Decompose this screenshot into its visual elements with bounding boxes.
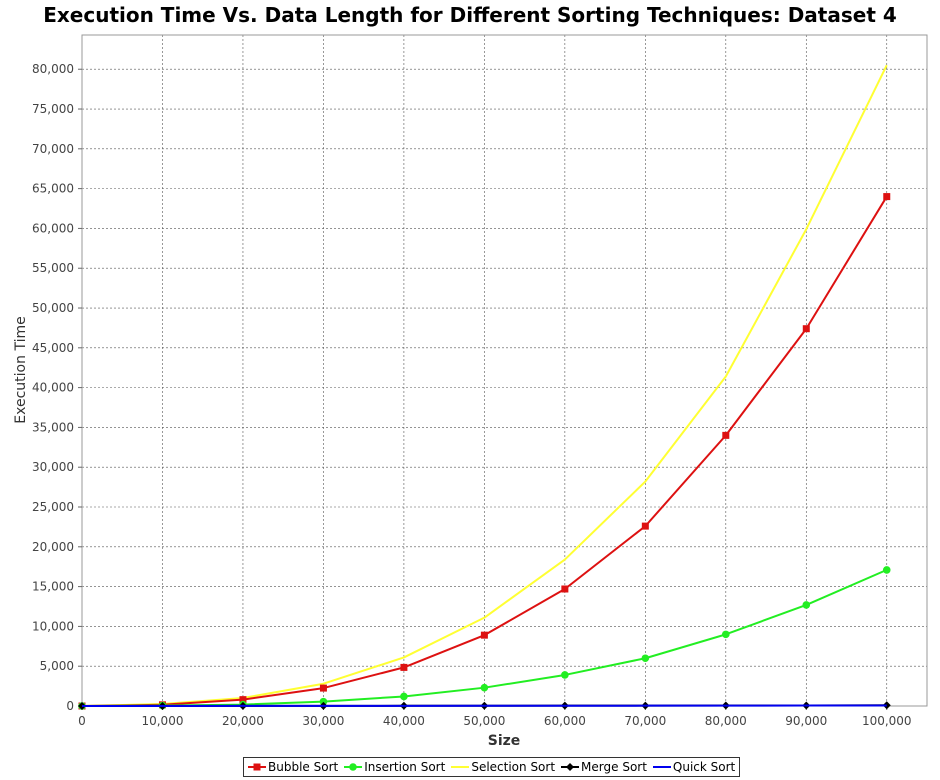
y-tick-label: 70,000 [32,142,74,156]
legend-swatch-merge-sort [561,763,580,771]
y-tick-label: 10,000 [32,619,74,633]
x-axis-title: Size [488,733,521,749]
series-layer [78,64,891,710]
legend-swatch-quick-sort [652,766,671,768]
x-tick-label: 0 [78,714,86,728]
y-tick-label: 15,000 [32,580,74,594]
data-point-insertion-sort [480,683,489,692]
y-tick-label: 40,000 [32,381,74,395]
y-tick-label: 5,000 [40,659,74,673]
y-tick-label: 55,000 [32,261,74,275]
legend-label: Insertion Sort [364,760,446,774]
data-point-insertion-sort [722,630,730,639]
legend-item-merge-sort: Merge Sort [561,760,647,774]
y-tick-label: 35,000 [32,420,74,434]
data-point-bubble-sort [239,696,247,704]
legend-item-bubble-sort: Bubble Sort [248,760,338,774]
y-tick-label: 45,000 [32,341,74,355]
x-tick-label: 90,000 [785,714,827,728]
data-point-bubble-sort [400,663,408,671]
legend-swatch-selection-sort [451,766,470,768]
data-point-bubble-sort [641,522,649,530]
legend-label: Merge Sort [581,760,647,774]
legend-swatch-marker [253,763,261,771]
legend-swatch-marker [566,763,575,771]
series-selection-sort [81,64,888,707]
axis-layer: 0 10,000 20,000 30,000 40,000 50,000 60,000 70,… [32,62,912,728]
data-point-insertion-sort [641,654,650,663]
grid-layer [81,35,927,707]
data-point-bubble-sort [319,684,327,692]
y-axis-title: Execution Time [13,316,29,423]
y-tick-label: 0 [66,699,74,713]
data-point-bubble-sort [561,585,569,593]
x-tick-label: 40,000 [383,714,425,728]
x-tick-label: 30,000 [302,714,344,728]
x-tick-label: 20,000 [222,714,264,728]
data-point-insertion-sort [400,692,408,701]
y-tick-label: 50,000 [32,301,74,315]
series-line-quick-sort [81,704,887,707]
series-quick-sort [81,704,887,707]
x-tick-label: 10,000 [141,714,183,728]
legend-label: Selection Sort [471,760,556,774]
y-tick-label: 25,000 [32,500,74,514]
y-tick-label: 65,000 [32,182,74,196]
data-point-insertion-sort [561,671,569,679]
data-point-bubble-sort [722,431,730,439]
legend-swatch-bubble-sort [248,763,266,771]
data-point-bubble-sort [480,631,488,639]
x-tick-label: 80,000 [705,714,747,728]
data-point-bubble-sort [802,325,810,333]
legend-item-selection-sort: Selection Sort [451,760,555,774]
legend-item-insertion-sort: Insertion Sort [344,760,445,774]
y-tick-label: 60,000 [32,221,74,235]
y-tick-label: 30,000 [32,460,74,474]
x-tick-label: 100,000 [862,714,912,728]
legend-label: Quick Sort [672,760,736,774]
y-tick-label: 20,000 [32,540,74,554]
plot-area-border [81,34,928,707]
legend-swatch-insertion-sort [344,763,363,771]
data-point-bubble-sort [883,193,891,201]
x-tick-label: 50,000 [463,714,505,728]
y-tick-label: 80,000 [32,62,74,76]
series-line-selection-sort [81,64,888,707]
chart-legend: Bubble Sort Insertion Sort Selection Sort M… [243,757,741,777]
x-tick-label: 60,000 [544,714,586,728]
x-tick-label: 70,000 [624,714,666,728]
data-point-merge-sort [882,701,891,710]
legend-swatch-marker [349,763,358,771]
chart-title: Execution Time Vs. Data Length for Diffe… [43,3,897,27]
data-point-insertion-sort [319,697,328,706]
data-point-insertion-sort [802,601,811,609]
legend-item-quick-sort: Quick Sort [652,760,736,774]
y-tick-label: 75,000 [32,102,74,116]
data-point-insertion-sort [882,566,891,574]
legend-label: Bubble Sort [268,760,339,774]
